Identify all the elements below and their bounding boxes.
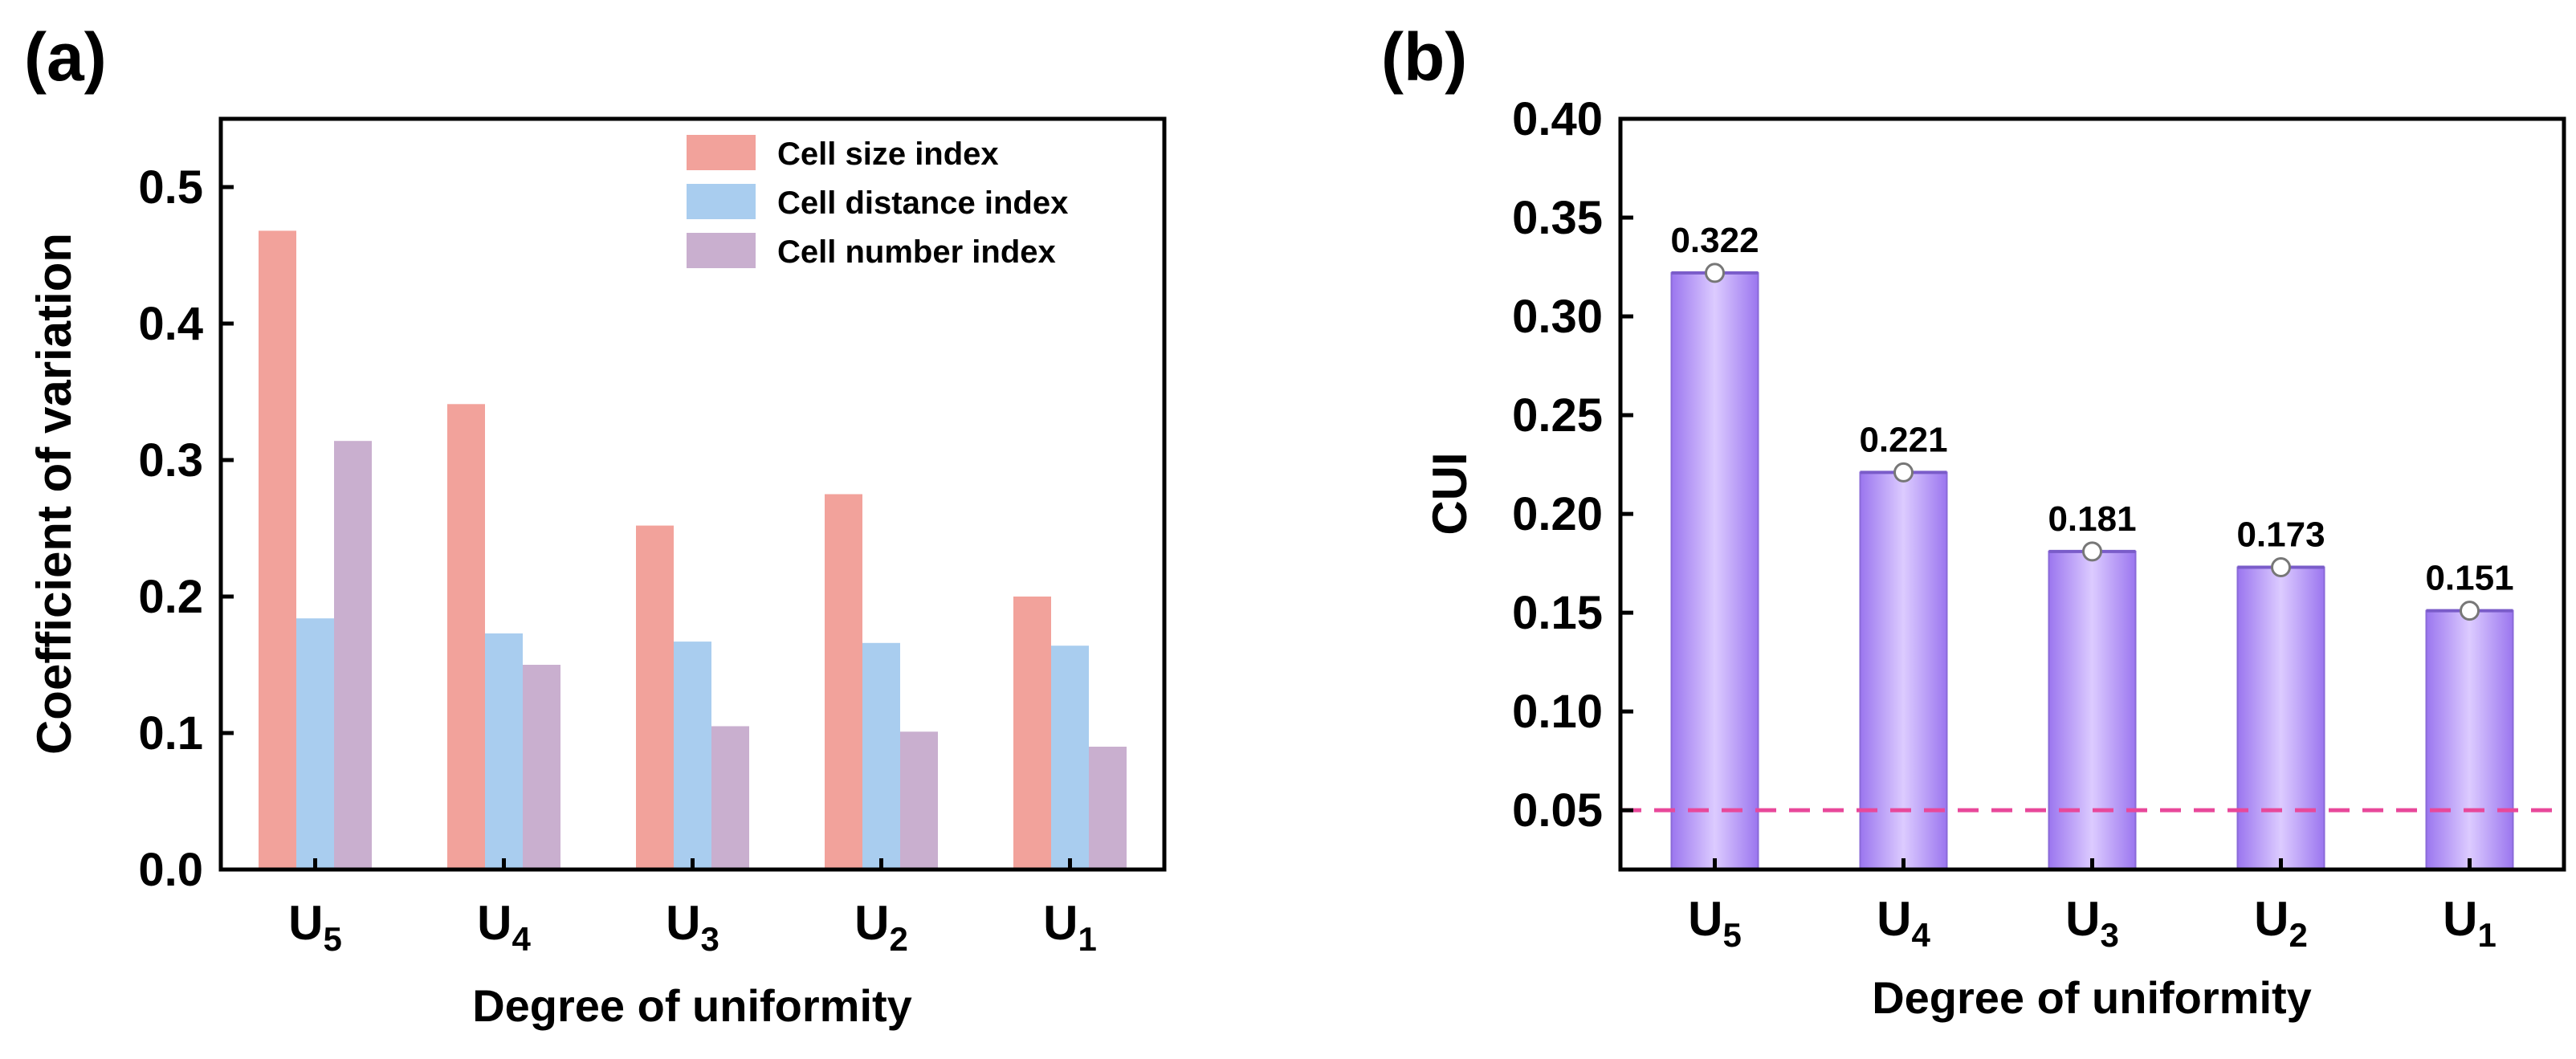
bar-cui-U3 [2048,550,2137,871]
panel-a-y-tick-label: 0.4 [138,298,203,350]
bar-top-marker [2271,557,2291,578]
panel-b-y-tick-label: 0.30 [1512,291,1603,343]
bar-cell-size-index-U4 [447,404,485,870]
data-label-U5: 0.322 [1670,221,1759,260]
panel-a-y-axis-title: Coefficient of variation [27,233,81,755]
bar-cell-size-index-U5 [259,230,296,870]
panel-b-y-tick-label: 0.25 [1512,389,1603,442]
panel-a-y-tick-label: 0.5 [138,161,203,214]
panel-a-x-axis-title: Degree of uniformity [472,980,912,1031]
data-label-U4: 0.221 [1859,420,1947,459]
bar-cui-U5 [1670,271,1759,870]
bar-cell-distance-index-U5 [296,618,334,870]
panel-b-x-tick-label: U3 [2065,892,2119,954]
panel-a-y-axis: 0.0 0.1 0.2 0.3 0.4 0.5 [138,161,234,896]
bar-cui-U4 [1859,471,1948,870]
panel-a-y-tick-label: 0.0 [138,844,203,896]
bar-cell-number-index-U2 [900,731,938,870]
panel-a-x-tick-label: U5 [288,896,342,958]
bar-cell-distance-index-U3 [674,642,711,870]
panel-b-y-tick-label: 0.15 [1512,587,1603,639]
legend-label-cell-size-index: Cell size index [777,136,999,172]
panel-a-legend: Cell size index Cell distance index Cell n… [687,135,1068,270]
panel-label-b: (b) [1381,19,1467,95]
bar-cell-number-index-U4 [523,665,560,870]
bar-cell-number-index-U1 [1089,747,1127,870]
bar-cell-size-index-U1 [1013,597,1051,870]
data-label-U2: 0.173 [2236,515,2325,555]
panel-b-x-tick-label: U5 [1688,892,1742,954]
bar-cell-distance-index-U4 [485,633,523,870]
panel-b-y-tick-label: 0.10 [1512,686,1603,738]
bar-cell-distance-index-U1 [1051,646,1089,870]
bar-top-marker [1893,462,1914,483]
bar-cui-U1 [2425,609,2514,871]
panel-a-x-tick-label: U4 [477,896,531,958]
bar-cui-U2 [2236,566,2325,871]
panel-label-a: (a) [24,19,107,95]
bar-top-marker [2460,601,2480,621]
panel-a-x-tick-label: U1 [1043,896,1097,958]
panel-b-x-tick-label: U1 [2443,892,2497,954]
panel-b-y-tick-label: 0.05 [1512,784,1603,837]
panel-a-x-axis: U5 U4 U3 U2 U1 [288,858,1097,958]
panel-a-y-tick-label: 0.2 [138,571,203,623]
bar-top-marker [1705,263,1725,283]
panel-b-x-axis: U5 U4 U3 U2 U1 [1688,858,2497,954]
panel-b-x-axis-title: Degree of uniformity [1872,972,2312,1023]
bar-cell-number-index-U3 [711,726,749,870]
panel-b-y-tick-label: 0.40 [1512,93,1603,145]
legend-swatch-cell-distance-index [687,184,756,219]
legend-swatch-cell-size-index [687,135,756,170]
panel-a-y-tick-label: 0.1 [138,707,203,760]
bar-cell-size-index-U3 [636,525,674,870]
panel-b-y-tick-label: 0.35 [1512,192,1603,244]
bar-top-marker [2082,541,2102,562]
bar-cell-size-index-U2 [825,494,862,870]
data-label-U3: 0.181 [2048,499,2136,539]
data-label-U1: 0.151 [2425,559,2513,598]
panel-b-x-tick-label: U4 [1877,892,1930,954]
panel-b-y-axis-title: CUI [1423,452,1477,535]
panel-a-chart: Cell size index Cell distance index Cell n… [27,116,1167,1031]
panel-b-y-tick-label: 0.20 [1512,488,1603,540]
legend-label-cell-distance-index: Cell distance index [777,185,1068,221]
panel-b-bars: 0.322 0.221 0.181 0.173 0.151 [1670,221,2514,871]
legend-swatch-cell-number-index [687,233,756,268]
legend-label-cell-number-index: Cell number index [777,234,1056,270]
panel-a-x-tick-label: U3 [666,896,719,958]
panel-a-x-tick-label: U2 [854,896,908,958]
panel-a-bars [259,230,1127,870]
panel-b-y-axis: 0.05 0.10 0.15 0.20 0.25 0.30 0.35 0.40 [1512,93,1633,837]
bar-cell-number-index-U5 [334,441,372,870]
panel-a-y-tick-label: 0.3 [138,434,203,487]
bar-cell-distance-index-U2 [862,642,900,870]
panel-b-x-tick-label: U2 [2254,892,2308,954]
